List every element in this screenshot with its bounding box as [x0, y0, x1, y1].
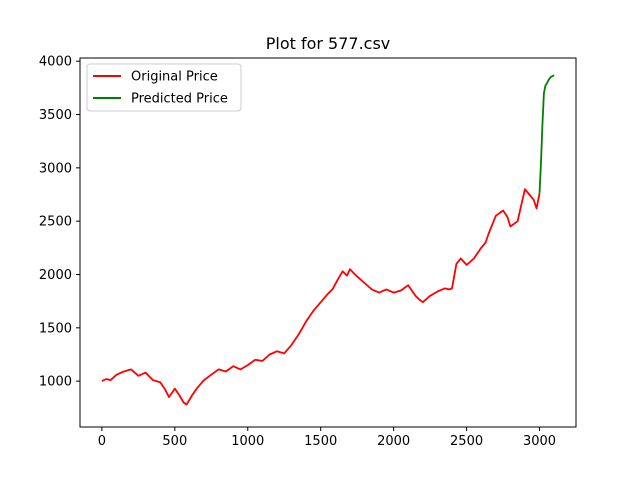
- x-tick-label: 2500: [450, 434, 483, 449]
- x-tick-label: 3000: [523, 434, 556, 449]
- x-tick-label: 0: [98, 434, 106, 449]
- chart-title: Plot for 577.csv: [266, 34, 391, 53]
- legend-box: [86, 63, 242, 112]
- y-tick-label: 3000: [39, 161, 72, 176]
- y-tick-label: 1500: [39, 321, 72, 336]
- x-tick-label: 2000: [377, 434, 410, 449]
- y-tick-label: 2500: [39, 215, 72, 230]
- y-tick-label: 4000: [39, 55, 72, 70]
- x-tick-label: 500: [162, 434, 187, 449]
- x-tick-label: 1000: [231, 434, 264, 449]
- series-line-original-price: [101, 188, 541, 406]
- y-tick-label: 1000: [39, 375, 72, 390]
- x-tick-label: 1500: [304, 434, 337, 449]
- series-line-predicted-price: [538, 74, 555, 194]
- legend-label-predicted-price: Predicted Price: [131, 92, 228, 107]
- y-axis-ticks: 1000 1500 2000 2500 3000 3500 4000: [39, 55, 80, 390]
- legend: Original Price Predicted Price: [86, 63, 242, 112]
- legend-label-original-price: Original Price: [131, 70, 218, 85]
- x-axis-ticks: 0 500 1000 1500 2000 2500 3000: [98, 427, 556, 449]
- y-tick-label: 2000: [39, 268, 72, 283]
- plot-frame: [79, 57, 577, 428]
- y-tick-label: 3500: [39, 108, 72, 123]
- series-layer: [101, 74, 555, 406]
